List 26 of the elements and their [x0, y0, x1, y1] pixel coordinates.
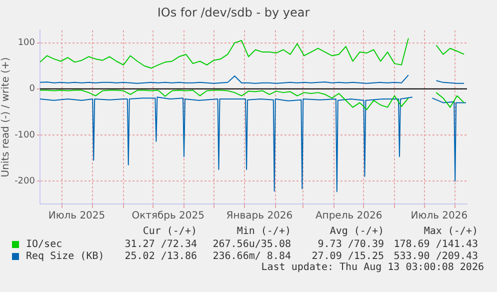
x-tick-label: Апрель 2026 — [315, 210, 382, 222]
text: 236.66m/ 8.84 — [212, 251, 291, 262]
text: 267.56u/35.08 — [212, 239, 291, 250]
text: Cur (-/+) — [142, 226, 197, 238]
text: Last update: Thu Aug 13 03:00:08 2026 — [260, 262, 484, 274]
text: 27.09 /15.25 — [312, 251, 384, 262]
text: Max (-/+) — [424, 226, 478, 237]
y-tick-label: -200 — [14, 176, 36, 186]
text: Avg (-/+) — [330, 226, 384, 237]
text: Min (-/+) — [236, 226, 291, 237]
text: 9.73 /70.39 — [318, 239, 384, 250]
x-tick-label: Январь 2026 — [226, 210, 293, 222]
y-axis-title: Units read (-) / write (+) — [0, 57, 12, 178]
text: 178.69 /141.43 — [394, 239, 478, 250]
y-tick-label: -100 — [14, 130, 36, 140]
text: 31.27 /72.34 — [124, 239, 197, 250]
legend-label: Req Size (KB) — [26, 251, 104, 263]
y-tick-label: 0 — [29, 84, 36, 94]
text: 25.02 /13.86 — [124, 251, 197, 262]
y-tick-label: 100 — [18, 38, 36, 48]
x-tick-label: Июль 2025 — [48, 210, 106, 222]
x-tick-label: Июль 2026 — [410, 210, 468, 222]
text: 533.90 /209.43 — [394, 251, 478, 262]
x-tick-label: Октябрь 2025 — [132, 210, 204, 222]
chart-title: IOs for /dev/sdb - by year — [157, 5, 310, 20]
legend-label: IO/sec — [26, 239, 62, 251]
